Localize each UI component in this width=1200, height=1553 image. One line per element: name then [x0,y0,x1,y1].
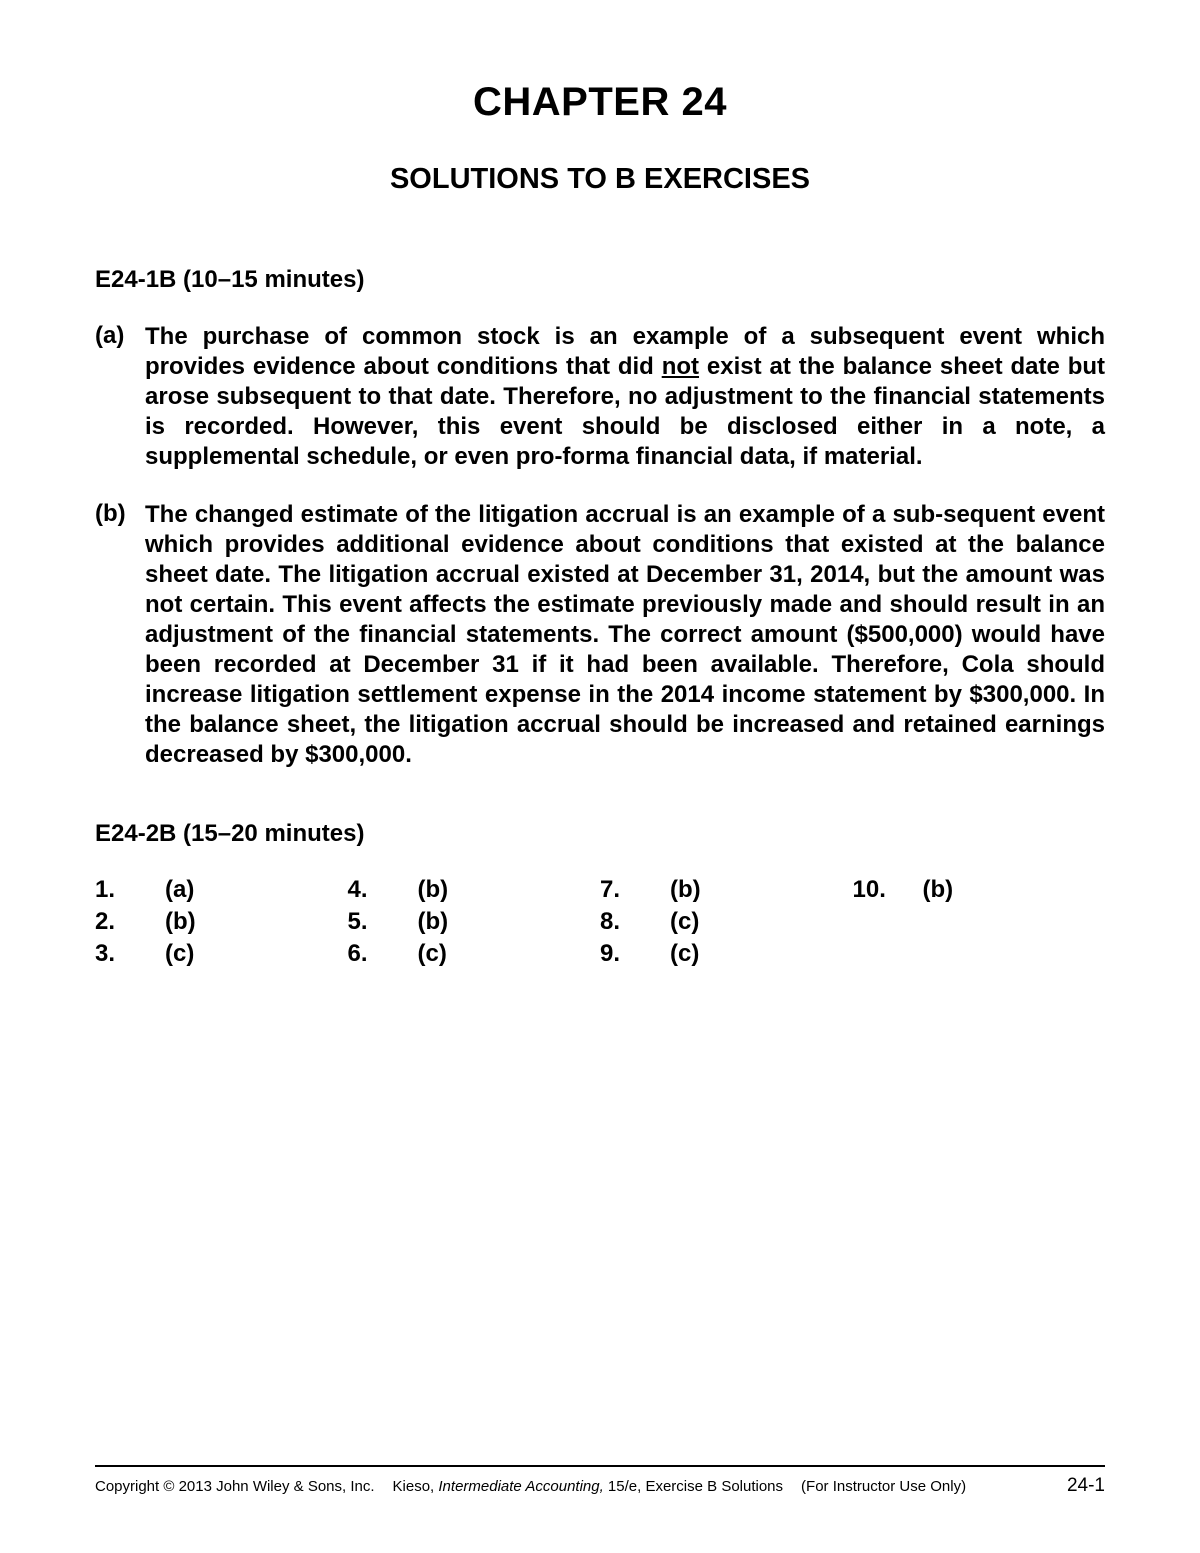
answer-val: (b) [670,876,853,904]
subtitle: SOLUTIONS TO B EXERCISES [95,163,1105,196]
chapter-title: CHAPTER 24 [95,80,1105,125]
answer-item: 9. (c) [600,940,853,968]
answer-item: 6. (c) [348,940,601,968]
answer-num: 5. [348,908,418,936]
answer-val: (b) [418,876,601,904]
item-body: The purchase of common stock is an examp… [145,322,1105,472]
answer-val: (c) [418,940,601,968]
answer-col-4: 10. (b) [853,876,1106,968]
footer-page-number: 24-1 [1067,1475,1105,1497]
exercise2-header: E24-2B (15–20 minutes) [95,820,1105,848]
item-label: (a) [95,322,145,472]
answer-col-2: 4. (b) 5. (b) 6. (c) [348,876,601,968]
answer-num: 7. [600,876,670,904]
answer-grid: 1. (a) 2. (b) 3. (c) 4. (b) 5. (b) 6. [95,876,1105,968]
page-footer: Copyright © 2013 John Wiley & Sons, Inc.… [95,1465,1105,1497]
answer-val: (b) [418,908,601,936]
answer-num: 8. [600,908,670,936]
item-text-before: The changed estimate of the litigation a… [145,501,1105,768]
answer-item: 10. (b) [853,876,1106,904]
answer-col-3: 7. (b) 8. (c) 9. (c) [600,876,853,968]
item-body: The changed estimate of the litigation a… [145,500,1105,770]
footer-note: (For Instructor Use Only) [801,1478,966,1495]
answer-val: (c) [670,940,853,968]
footer-edition: 15/e, Exercise B Solutions [604,1478,783,1495]
answer-val: (a) [165,876,348,904]
answer-num: 6. [348,940,418,968]
answer-num: 2. [95,908,165,936]
answer-num: 3. [95,940,165,968]
exercise1-item-a: (a) The purchase of common stock is an e… [95,322,1105,472]
footer-copyright: Copyright © 2013 John Wiley & Sons, Inc. [95,1478,375,1495]
footer-book-title: Intermediate Accounting, [438,1478,603,1495]
exercise1-item-b: (b) The changed estimate of the litigati… [95,500,1105,770]
answer-item: 4. (b) [348,876,601,904]
answer-col-1: 1. (a) 2. (b) 3. (c) [95,876,348,968]
answer-item: 5. (b) [348,908,601,936]
answer-item: 7. (b) [600,876,853,904]
answer-val: (b) [165,908,348,936]
answer-item: 2. (b) [95,908,348,936]
footer-author: Kieso, [393,1478,439,1495]
item-label: (b) [95,500,145,770]
answer-num: 1. [95,876,165,904]
footer-book-info: Kieso, Intermediate Accounting, 15/e, Ex… [393,1478,784,1495]
answer-num: 9. [600,940,670,968]
answer-item: 8. (c) [600,908,853,936]
exercise2-section: E24-2B (15–20 minutes) 1. (a) 2. (b) 3. … [95,820,1105,968]
answer-num: 4. [348,876,418,904]
answer-item: 3. (c) [95,940,348,968]
answer-val: (c) [670,908,853,936]
answer-val: (c) [165,940,348,968]
answer-num: 10. [853,876,923,904]
exercise1-header: E24-1B (10–15 minutes) [95,266,1105,294]
item-underlined: not [662,353,699,380]
answer-item: 1. (a) [95,876,348,904]
answer-val: (b) [923,876,1106,904]
